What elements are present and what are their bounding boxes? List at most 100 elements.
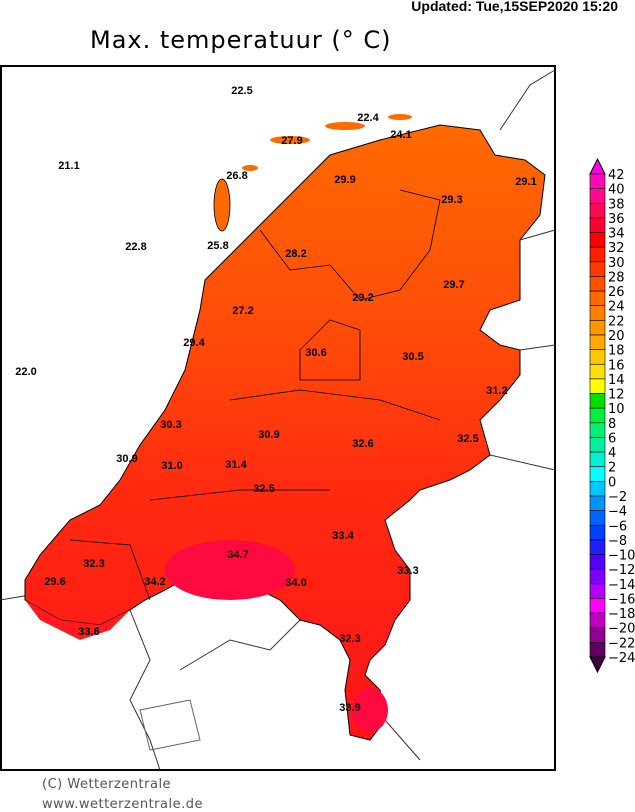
legend-swatch bbox=[589, 466, 606, 482]
legend-swatch bbox=[589, 305, 606, 321]
legend-label: 30 bbox=[608, 256, 625, 271]
station-value: 32.3 bbox=[339, 633, 360, 645]
legend-label: 42 bbox=[608, 168, 625, 183]
legend-swatch bbox=[589, 481, 606, 497]
legend-label: −22 bbox=[608, 636, 635, 651]
station-value: 29.4 bbox=[183, 337, 205, 349]
legend-swatch bbox=[589, 188, 606, 204]
legend-swatch bbox=[589, 642, 606, 658]
legend-swatch bbox=[589, 246, 606, 263]
station-value: 32.6 bbox=[352, 438, 373, 450]
legend-label: 24 bbox=[608, 300, 625, 315]
legend-swatch bbox=[589, 217, 606, 233]
station-value: 30.6 bbox=[305, 347, 326, 359]
legend-swatch bbox=[589, 393, 606, 409]
legend-bottom-arrow bbox=[589, 656, 606, 674]
legend-swatch bbox=[589, 598, 606, 614]
map-title: Max. temperatuur (° C) bbox=[90, 26, 392, 54]
legend-swatch bbox=[589, 510, 606, 526]
station-value: 32.5 bbox=[253, 483, 274, 495]
legend-swatch bbox=[589, 583, 606, 599]
legend-swatch bbox=[589, 407, 606, 424]
color-legend: 424038363432302826242220181614121086420−… bbox=[589, 157, 635, 674]
station-value: 30.5 bbox=[402, 351, 423, 363]
station-value: 33.4 bbox=[332, 530, 354, 542]
station-value: 27.2 bbox=[232, 305, 253, 317]
land-area bbox=[24, 114, 546, 741]
station-value: 31.0 bbox=[161, 460, 182, 472]
legend-top-arrow bbox=[589, 157, 606, 175]
station-value: 29.6 bbox=[44, 576, 65, 588]
station-labels: 22.5 22.4 24.1 27.9 21.1 26.8 29.9 29.1 29.3 22.8… bbox=[15, 85, 536, 714]
legend-swatch bbox=[589, 422, 606, 438]
station-value: 27.9 bbox=[281, 135, 302, 147]
legend-swatch bbox=[589, 261, 606, 277]
station-value: 30.9 bbox=[258, 429, 279, 441]
legend-label: 2 bbox=[608, 461, 616, 476]
legend-label: −12 bbox=[608, 563, 635, 578]
legend-label: 18 bbox=[608, 344, 625, 359]
legend-label: 26 bbox=[608, 285, 625, 300]
legend-swatch bbox=[589, 451, 606, 468]
legend-swatch bbox=[589, 378, 606, 394]
station-value: 33.9 bbox=[339, 702, 360, 714]
legend-label: 20 bbox=[608, 329, 625, 344]
legend-swatch bbox=[589, 320, 606, 336]
station-value: 29.9 bbox=[334, 174, 355, 186]
legend-label: −2 bbox=[608, 490, 627, 505]
station-value: 30.3 bbox=[160, 419, 181, 431]
legend-label: 10 bbox=[608, 402, 625, 417]
legend-label: −4 bbox=[608, 505, 627, 520]
station-value: 31.4 bbox=[225, 459, 247, 471]
legend-swatch bbox=[589, 202, 606, 219]
station-value: 34.2 bbox=[144, 576, 165, 588]
legend-label: 0 bbox=[608, 475, 616, 490]
legend-label: 32 bbox=[608, 241, 625, 256]
station-value: 25.8 bbox=[207, 240, 228, 252]
legend-swatch bbox=[589, 349, 606, 365]
legend-label: −20 bbox=[608, 622, 635, 637]
station-value: 34.7 bbox=[227, 549, 248, 561]
legend-label: 16 bbox=[608, 358, 625, 373]
station-value: 33.6 bbox=[78, 626, 99, 638]
legend-swatch bbox=[589, 627, 606, 643]
station-value: 29.7 bbox=[443, 279, 464, 291]
legend-swatch bbox=[589, 568, 606, 585]
legend-label: 38 bbox=[608, 197, 625, 212]
legend-label: 28 bbox=[608, 270, 625, 285]
station-value: 34.0 bbox=[285, 577, 306, 589]
legend-swatch bbox=[589, 173, 606, 189]
legend-label: 8 bbox=[608, 417, 616, 432]
updated-timestamp: Updated: Tue,15SEP2020 15:20 bbox=[411, 0, 618, 14]
legend-label: 40 bbox=[608, 183, 625, 198]
legend-swatch bbox=[589, 290, 606, 307]
station-value: 22.0 bbox=[15, 366, 36, 378]
legend-swatch bbox=[589, 612, 606, 629]
station-value: 29.2 bbox=[352, 292, 373, 304]
legend-label: −14 bbox=[608, 578, 635, 593]
station-value: 32.3 bbox=[83, 558, 104, 570]
station-value: 22.4 bbox=[357, 112, 379, 124]
legend-label: −6 bbox=[608, 519, 627, 534]
station-value: 24.1 bbox=[390, 129, 411, 141]
legend-swatch bbox=[589, 334, 606, 350]
legend-swatch bbox=[589, 363, 606, 380]
legend-swatch bbox=[589, 539, 606, 555]
legend-swatch bbox=[589, 232, 606, 248]
station-value: 29.3 bbox=[441, 194, 462, 206]
legend-label: −16 bbox=[608, 592, 635, 607]
legend-label: −10 bbox=[608, 549, 635, 564]
station-value: 29.1 bbox=[515, 176, 536, 188]
copyright-text: (C) Wetterzentrale bbox=[42, 777, 172, 792]
legend-label: −24 bbox=[608, 651, 635, 666]
station-value: 33.3 bbox=[397, 565, 418, 577]
legend-label: −8 bbox=[608, 534, 627, 549]
station-value: 21.1 bbox=[58, 160, 79, 172]
legend-label: 14 bbox=[608, 373, 625, 388]
station-value: 28.2 bbox=[285, 248, 306, 260]
station-value: 32.5 bbox=[457, 433, 478, 445]
legend-swatch bbox=[589, 495, 606, 511]
station-value: 30.9 bbox=[116, 453, 137, 465]
legend-swatch bbox=[589, 437, 606, 453]
